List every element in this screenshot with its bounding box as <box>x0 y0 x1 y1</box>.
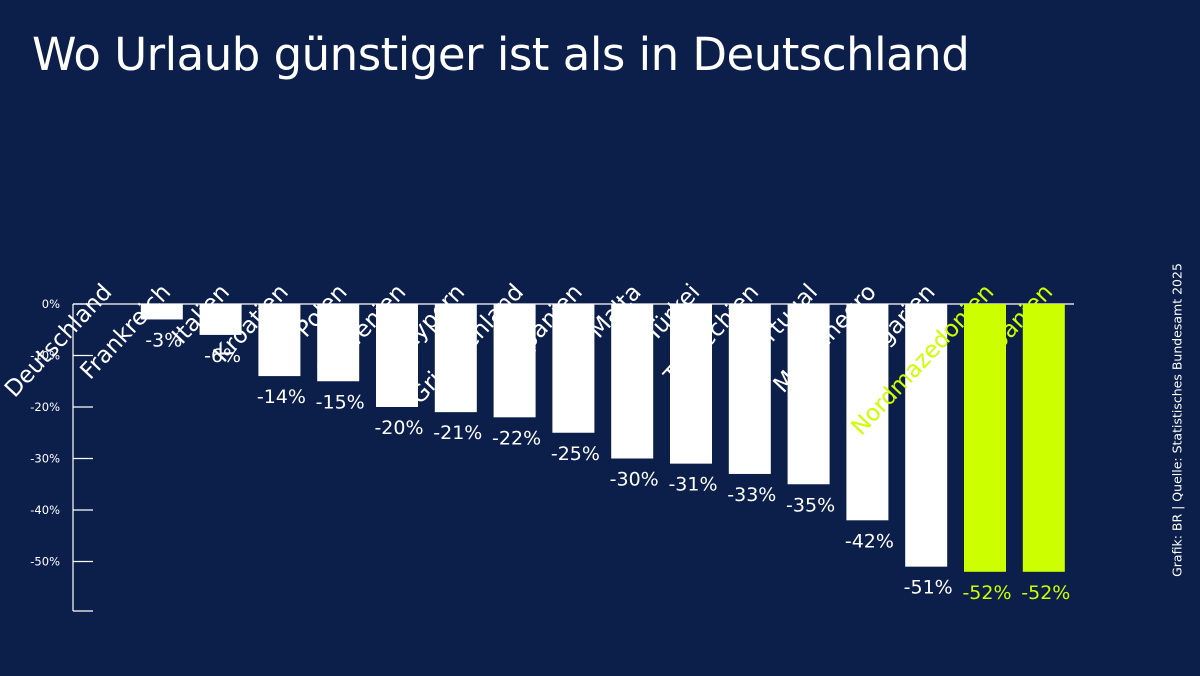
value-label: -52% <box>962 582 1011 604</box>
chart-title: Wo Urlaub günstiger ist als in Deutschla… <box>32 28 970 81</box>
value-label: -30% <box>610 469 659 491</box>
bar <box>493 304 536 418</box>
y-tick-label: -50% <box>30 555 60 569</box>
value-label: -14% <box>257 386 306 408</box>
value-label: -6% <box>204 345 241 367</box>
bar <box>552 304 595 433</box>
value-label: -20% <box>374 417 423 439</box>
value-label: -35% <box>786 494 835 516</box>
value-label: -33% <box>727 484 776 506</box>
value-label: -21% <box>433 422 482 444</box>
bar <box>376 304 418 407</box>
value-label: -22% <box>492 427 541 449</box>
bar <box>434 304 477 413</box>
y-tick-label: 0% <box>42 297 60 311</box>
bar <box>317 304 360 382</box>
bar <box>611 304 654 459</box>
bar <box>964 304 1006 572</box>
bar <box>728 304 771 474</box>
value-label: -25% <box>551 443 600 465</box>
bar <box>140 304 183 320</box>
value-label: -42% <box>845 530 894 552</box>
bar <box>670 304 712 464</box>
value-label: -31% <box>668 474 717 496</box>
bar <box>258 304 301 377</box>
value-label: -15% <box>316 391 365 413</box>
value-label: -52% <box>1021 582 1070 604</box>
y-tick-label: -30% <box>30 452 60 466</box>
bar <box>846 304 889 521</box>
y-tick-label: -10% <box>30 349 60 363</box>
value-label: -3% <box>145 329 182 351</box>
bar <box>199 304 242 335</box>
y-tick-label: -40% <box>30 503 60 517</box>
y-tick-label: -20% <box>30 400 60 414</box>
bar <box>787 304 830 485</box>
bar <box>1022 304 1065 572</box>
bar <box>905 304 948 567</box>
value-label: -51% <box>904 577 953 599</box>
